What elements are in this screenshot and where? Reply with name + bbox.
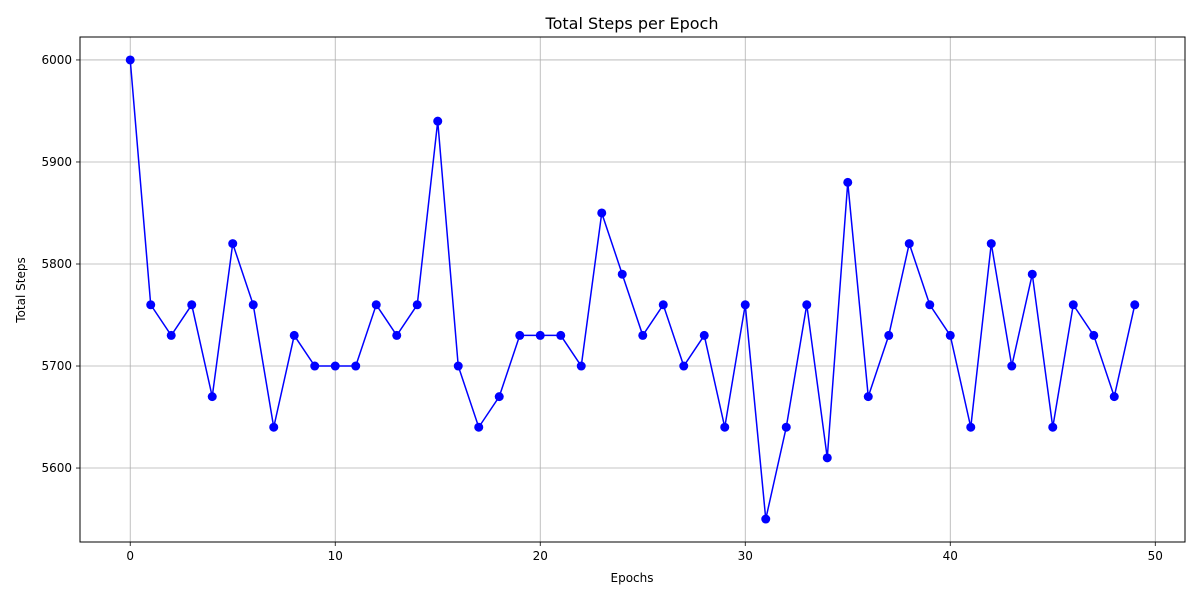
- data-point: [679, 361, 689, 371]
- data-point: [310, 361, 320, 371]
- x-tick-label: 0: [126, 549, 134, 563]
- data-point: [699, 330, 709, 340]
- data-point: [802, 300, 812, 310]
- data-point: [884, 330, 894, 340]
- data-point: [576, 361, 586, 371]
- data-point: [1048, 422, 1058, 432]
- data-point: [740, 300, 750, 310]
- x-tick-label: 20: [533, 549, 548, 563]
- data-point: [945, 330, 955, 340]
- x-axis-label: Epochs: [611, 571, 654, 585]
- data-point: [720, 422, 730, 432]
- y-tick-label: 6000: [41, 53, 72, 67]
- data-point: [761, 514, 771, 524]
- data-point: [822, 453, 832, 463]
- data-point: [904, 239, 914, 249]
- data-point: [986, 239, 996, 249]
- chart-title: Total Steps per Epoch: [545, 14, 719, 33]
- data-point: [166, 330, 176, 340]
- data-point: [617, 269, 627, 279]
- data-point: [781, 422, 791, 432]
- data-point: [207, 392, 217, 402]
- data-point: [392, 330, 402, 340]
- data-point: [638, 330, 648, 340]
- data-point: [187, 300, 197, 310]
- data-point: [597, 208, 607, 218]
- data-point: [515, 330, 525, 340]
- grid: [80, 37, 1185, 542]
- data-point: [1027, 269, 1037, 279]
- data-point: [269, 422, 279, 432]
- data-point: [453, 361, 463, 371]
- data-point: [330, 361, 340, 371]
- plot-area: [79, 36, 1186, 543]
- x-tick-label: 10: [328, 549, 343, 563]
- data-point: [494, 392, 504, 402]
- data-point: [863, 392, 873, 402]
- data-point: [474, 422, 484, 432]
- data-point: [966, 422, 976, 432]
- x-tick-label: 30: [738, 549, 753, 563]
- data-point: [1007, 361, 1017, 371]
- data-point: [228, 239, 238, 249]
- data-point: [351, 361, 361, 371]
- y-tick-label: 5800: [41, 257, 72, 271]
- data-point: [556, 330, 566, 340]
- data-point: [412, 300, 422, 310]
- data-point: [658, 300, 668, 310]
- series-steps: [125, 55, 1140, 524]
- y-tick-label: 5900: [41, 155, 72, 169]
- data-point: [843, 177, 853, 187]
- data-point: [289, 330, 299, 340]
- data-point: [535, 330, 545, 340]
- data-point: [146, 300, 156, 310]
- series-line: [129, 59, 1136, 520]
- data-point: [1130, 300, 1140, 310]
- data-point: [371, 300, 381, 310]
- y-tick-label: 5700: [41, 359, 72, 373]
- data-point: [925, 300, 935, 310]
- y-tick-label: 5600: [41, 461, 72, 475]
- x-tick-label: 40: [943, 549, 958, 563]
- x-tick-label: 50: [1148, 549, 1163, 563]
- data-point: [433, 116, 443, 126]
- axis-ticks: 0 10 20 30 40 50 5600 5700 5800 5900 6000: [41, 53, 1162, 563]
- data-point: [125, 55, 135, 65]
- data-point: [1068, 300, 1078, 310]
- data-point: [1109, 392, 1119, 402]
- data-point: [248, 300, 258, 310]
- y-axis-label: Total Steps: [14, 257, 28, 323]
- data-point: [1089, 330, 1099, 340]
